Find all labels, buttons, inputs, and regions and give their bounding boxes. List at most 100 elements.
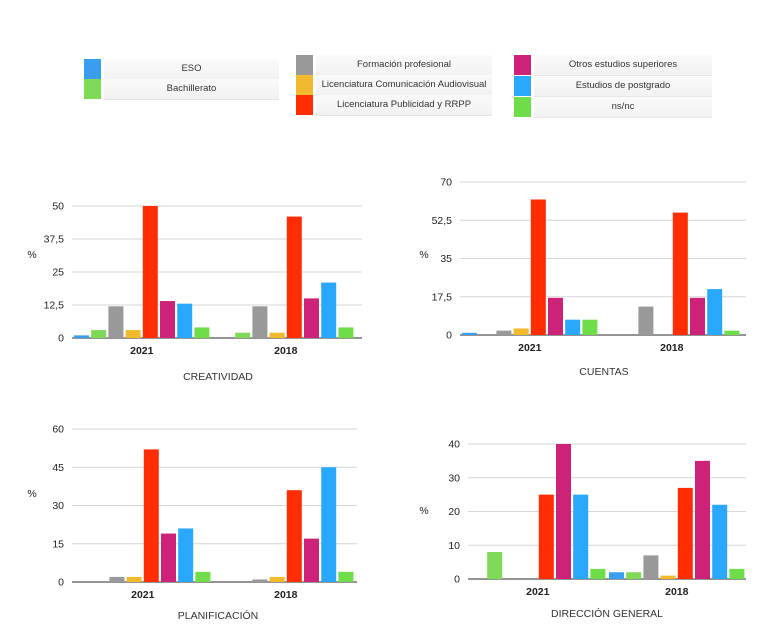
x-tick-label: 2021 bbox=[131, 589, 155, 601]
bar-2018-7 bbox=[338, 571, 354, 582]
bar-2021-5 bbox=[556, 444, 571, 579]
legend: ESO Bachillerato Formación profesional L… bbox=[0, 0, 772, 130]
y-tick-label: 0 bbox=[446, 330, 452, 342]
bar-2018-5 bbox=[304, 298, 319, 338]
bar-2018-3 bbox=[269, 576, 285, 582]
bar-2021-7 bbox=[582, 319, 598, 335]
bar-2018-6 bbox=[712, 504, 728, 579]
legend-label: Otros estudios superiores bbox=[534, 55, 712, 76]
bar-2021-3 bbox=[513, 328, 529, 335]
chart-0: 0 12,5 25 37,5 50% 2021 2018 CREATIVIDAD bbox=[27, 201, 362, 383]
x-tick-label: 2018 bbox=[665, 586, 689, 598]
x-tick-label: 2021 bbox=[526, 586, 550, 598]
chart-title: CUENTAS bbox=[579, 366, 628, 378]
bar-2018-2 bbox=[643, 555, 659, 579]
y-tick-label: 37,5 bbox=[44, 234, 65, 246]
y-tick-label: 30 bbox=[448, 472, 460, 484]
y-tick-label: 52,5 bbox=[432, 215, 453, 227]
bar-2018-4 bbox=[672, 212, 688, 335]
chart-title: PLANIFICACIÓN bbox=[178, 609, 259, 622]
y-axis-label: % bbox=[27, 488, 36, 500]
y-tick-label: 70 bbox=[440, 177, 452, 189]
y-tick-label: 15 bbox=[52, 538, 64, 550]
bar-2018-2 bbox=[252, 579, 268, 582]
y-tick-label: 60 bbox=[52, 424, 64, 436]
bar-2021-7 bbox=[194, 327, 210, 338]
bar-2021-6 bbox=[177, 303, 193, 338]
legend-item-nsnc: ns/nc bbox=[514, 97, 712, 118]
y-tick-label: 40 bbox=[448, 439, 460, 451]
bar-2021-2 bbox=[496, 330, 512, 335]
legend-label: Licenciatura Publicidad y RRPP bbox=[316, 95, 492, 116]
bar-2021-2 bbox=[108, 306, 124, 338]
bar-2018-4 bbox=[286, 216, 302, 338]
bar-2021-5 bbox=[548, 297, 563, 335]
bar-2018-6 bbox=[321, 467, 337, 582]
bar-2018-5 bbox=[690, 297, 705, 335]
bar-2018-1 bbox=[626, 572, 642, 579]
chart-2: 0 15 30 45 60% 2021 2018 PLANIFICACIÓN bbox=[27, 424, 357, 622]
bar-2018-2 bbox=[252, 306, 268, 338]
y-tick-label: 50 bbox=[52, 201, 64, 213]
bar-2018-4 bbox=[286, 490, 302, 582]
y-tick-label: 12,5 bbox=[44, 300, 65, 312]
bar-2021-3 bbox=[125, 330, 141, 338]
y-tick-label: 0 bbox=[454, 574, 460, 586]
y-tick-label: 30 bbox=[52, 500, 64, 512]
bar-2018-7 bbox=[338, 327, 354, 338]
y-tick-label: 25 bbox=[52, 267, 64, 279]
y-axis-label: % bbox=[27, 249, 36, 261]
y-tick-label: 35 bbox=[440, 253, 452, 265]
legend-label: Bachillerato bbox=[104, 79, 279, 100]
legend-swatch bbox=[514, 97, 531, 117]
bar-2018-3 bbox=[269, 332, 285, 338]
x-tick-label: 2021 bbox=[518, 342, 542, 354]
legend-swatch bbox=[296, 95, 313, 115]
x-tick-label: 2021 bbox=[130, 345, 154, 357]
chart-title: CREATIVIDAD bbox=[183, 371, 253, 383]
legend-swatch bbox=[296, 55, 313, 75]
bar-2021-2 bbox=[109, 576, 125, 582]
legend-item-bachillerato: Bachillerato bbox=[84, 79, 279, 100]
legend-swatch bbox=[84, 79, 101, 99]
bar-2021-5 bbox=[161, 533, 176, 582]
legend-item-otros: Otros estudios superiores bbox=[514, 55, 712, 76]
y-tick-label: 10 bbox=[448, 540, 460, 552]
bar-2018-0 bbox=[609, 572, 624, 579]
bar-2018-2 bbox=[638, 306, 654, 335]
legend-swatch bbox=[296, 75, 313, 95]
bar-2021-7 bbox=[590, 568, 606, 579]
bar-2018-5 bbox=[695, 460, 710, 579]
bar-2018-5 bbox=[304, 538, 319, 582]
bar-2021-6 bbox=[565, 319, 581, 335]
x-tick-label: 2018 bbox=[274, 589, 298, 601]
chart-title: DIRECCIÓN GENERAL bbox=[551, 607, 663, 620]
bar-2018-6 bbox=[321, 282, 337, 338]
legend-label: Estudios de postgrado bbox=[534, 76, 712, 97]
bar-2021-1 bbox=[487, 552, 503, 579]
y-tick-label: 20 bbox=[448, 506, 460, 518]
bar-2018-7 bbox=[729, 568, 745, 579]
y-tick-label: 0 bbox=[58, 333, 64, 345]
legend-swatch bbox=[84, 59, 101, 79]
bar-2021-7 bbox=[195, 571, 211, 582]
legend-label: ns/nc bbox=[534, 97, 712, 118]
bar-2021-1 bbox=[91, 330, 107, 338]
bar-2021-3 bbox=[126, 576, 142, 582]
legend-item-lca: Licenciatura Comunicación Audiovisual bbox=[296, 75, 492, 96]
bar-2018-6 bbox=[707, 289, 723, 335]
bar-2021-0 bbox=[462, 332, 477, 335]
bar-2021-0 bbox=[74, 335, 89, 338]
bar-2021-4 bbox=[538, 494, 554, 579]
y-tick-label: 0 bbox=[58, 577, 64, 589]
bar-2021-5 bbox=[160, 301, 175, 338]
legend-item-lpr: Licenciatura Publicidad y RRPP bbox=[296, 95, 492, 116]
bar-2021-4 bbox=[142, 206, 158, 338]
y-axis-label: % bbox=[419, 505, 428, 517]
bar-2021-6 bbox=[178, 528, 194, 582]
x-tick-label: 2018 bbox=[274, 345, 298, 357]
bar-2021-6 bbox=[573, 494, 589, 579]
bar-2021-4 bbox=[143, 449, 159, 582]
